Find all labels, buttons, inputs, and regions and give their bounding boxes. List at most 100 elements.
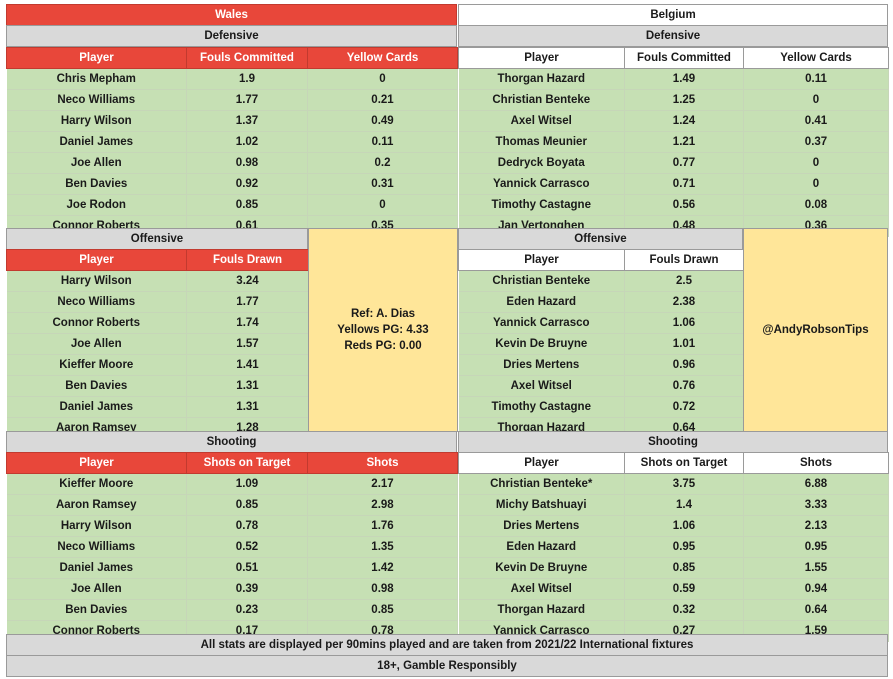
stat-cell: 0.92 [186, 173, 308, 195]
wales-offensive-column-header: Fouls Drawn [186, 249, 309, 271]
table-row: Kevin De Bruyne 0.85 1.55 [458, 557, 889, 579]
stat-cell: 0.11 [743, 68, 889, 90]
table-row: Chris Mepham 1.9 0 [6, 68, 458, 90]
belgium-defensive-column-header: Yellow Cards [743, 47, 889, 69]
table-row: Yannick Carrasco 1.06 [458, 312, 744, 334]
referee-info: Ref: A. Dias Yellows PG: 4.33 Reds PG: 0… [308, 228, 458, 432]
player-name-cell: Axel Witsel [458, 375, 625, 397]
referee-reds: Reds PG: 0.00 [344, 340, 422, 352]
stat-cell: 0.37 [743, 131, 889, 153]
stat-cell: 1.4 [624, 494, 744, 516]
player-name-cell: Christian Benteke [458, 89, 625, 111]
stat-cell: 1.49 [624, 68, 744, 90]
player-name-cell: Eden Hazard [458, 291, 625, 313]
stat-cell: 0.59 [624, 578, 744, 600]
stat-cell: 6.88 [743, 473, 889, 495]
stat-cell: 0.77 [624, 152, 744, 174]
player-name-cell: Yannick Carrasco [458, 312, 625, 334]
table-row: Axel Witsel 0.59 0.94 [458, 578, 889, 600]
table-row: Neco Williams 0.52 1.35 [6, 536, 458, 558]
stat-cell: 0.21 [307, 89, 458, 111]
player-name-cell: Harry Wilson [6, 270, 187, 292]
table-row: Daniel James 1.02 0.11 [6, 131, 458, 153]
stat-cell: 0.49 [307, 110, 458, 132]
player-name-cell: Neco Williams [6, 536, 187, 558]
stat-cell: 0 [743, 89, 889, 111]
table-row: Timothy Castagne 0.72 [458, 396, 744, 418]
stat-cell: 0.39 [186, 578, 308, 600]
stat-cell: 0.52 [186, 536, 308, 558]
belgium-shooting-header-row: Player Shots on Target Shots [458, 452, 889, 474]
table-row: Timothy Castagne 0.56 0.08 [458, 194, 889, 216]
belgium-offensive-column-header: Fouls Drawn [624, 249, 744, 271]
wales-shooting-column-header: Player [6, 452, 187, 474]
stat-cell: 1.06 [624, 515, 744, 537]
stat-cell: 3.33 [743, 494, 889, 516]
belgium-defensive-header-row: Player Fouls Committed Yellow Cards [458, 47, 889, 69]
player-name-cell: Thorgan Hazard [458, 599, 625, 621]
player-name-cell: Harry Wilson [6, 110, 187, 132]
stat-cell: 0.94 [743, 578, 889, 600]
stat-cell: 0 [743, 173, 889, 195]
stat-cell: 1.35 [307, 536, 458, 558]
table-row: Eden Hazard 0.95 0.95 [458, 536, 889, 558]
table-row: Daniel James 0.51 1.42 [6, 557, 458, 579]
player-name-cell: Eden Hazard [458, 536, 625, 558]
stat-cell: 1.31 [186, 396, 309, 418]
stat-cell: 0.51 [186, 557, 308, 579]
table-row: Ben Davies 1.31 [6, 375, 309, 397]
footer-note: All stats are displayed per 90mins playe… [6, 634, 888, 656]
table-row: Christian Benteke* 3.75 6.88 [458, 473, 889, 495]
table-row: Joe Allen 0.39 0.98 [6, 578, 458, 600]
referee-yellows: Yellows PG: 4.33 [337, 324, 429, 336]
player-name-cell: Kieffer Moore [6, 354, 187, 376]
stat-cell: 0.85 [307, 599, 458, 621]
stat-cell: 1.31 [186, 375, 309, 397]
player-name-cell: Kieffer Moore [6, 473, 187, 495]
player-name-cell: Harry Wilson [6, 515, 187, 537]
player-name-cell: Yannick Carrasco [458, 173, 625, 195]
wales-offensive-title: Offensive [6, 228, 308, 250]
stat-cell: 3.75 [624, 473, 744, 495]
player-name-cell: Joe Allen [6, 333, 187, 355]
player-name-cell: Joe Allen [6, 578, 187, 600]
stat-cell: 2.17 [307, 473, 458, 495]
stat-cell: 0.08 [743, 194, 889, 216]
player-name-cell: Kevin De Bruyne [458, 557, 625, 579]
wales-offensive-column-header: Player [6, 249, 187, 271]
stat-cell: 1.37 [186, 110, 308, 132]
stat-cell: 1.02 [186, 131, 308, 153]
stat-cell: 0.95 [624, 536, 744, 558]
stat-cell: 1.42 [307, 557, 458, 579]
stat-cell: 1.57 [186, 333, 309, 355]
table-row: Thorgan Hazard 0.32 0.64 [458, 599, 889, 621]
player-name-cell: Thorgan Hazard [458, 68, 625, 90]
wales-title: Wales [6, 4, 457, 26]
stat-cell: 1.77 [186, 89, 308, 111]
wales-offensive-table: Player Fouls Drawn Harry Wilson 3.24 Neco Wi… [6, 249, 309, 439]
wales-offensive-header-row: Player Fouls Drawn [6, 249, 309, 271]
stat-cell: 0.23 [186, 599, 308, 621]
table-row: Yannick Carrasco 0.71 0 [458, 173, 889, 195]
table-row: Harry Wilson 1.37 0.49 [6, 110, 458, 132]
stat-cell: 1.74 [186, 312, 309, 334]
table-row: Dries Mertens 1.06 2.13 [458, 515, 889, 537]
table-row: Harry Wilson 3.24 [6, 270, 309, 292]
table-row: Daniel James 1.31 [6, 396, 309, 418]
table-row: Neco Williams 1.77 0.21 [6, 89, 458, 111]
table-row: Axel Witsel 0.76 [458, 375, 744, 397]
table-row: Ben Davies 0.23 0.85 [6, 599, 458, 621]
player-name-cell: Joe Rodon [6, 194, 187, 216]
table-row: Joe Allen 1.57 [6, 333, 309, 355]
table-row: Harry Wilson 0.78 1.76 [6, 515, 458, 537]
player-name-cell: Daniel James [6, 396, 187, 418]
wales-defensive-title: Defensive [6, 25, 457, 47]
stat-cell: 0.64 [743, 599, 889, 621]
belgium-defensive-column-header: Player [458, 47, 625, 69]
referee-name: Ref: A. Dias [350, 308, 416, 320]
stat-cell: 0 [307, 194, 458, 216]
player-name-cell: Dries Mertens [458, 354, 625, 376]
stat-cell: 3.24 [186, 270, 309, 292]
stat-cell: 1.55 [743, 557, 889, 579]
stat-cell: 0.32 [624, 599, 744, 621]
